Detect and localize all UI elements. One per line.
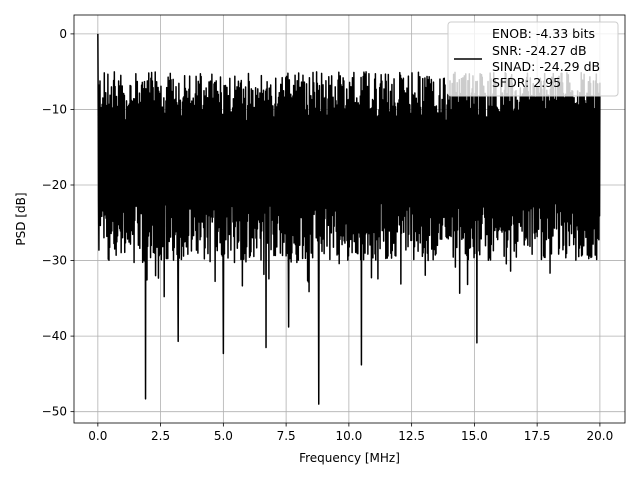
legend-sfdr: SFDR: 2.95 (492, 75, 561, 90)
y-tick-label: −40 (42, 329, 67, 343)
x-tick-label: 2.5 (151, 429, 170, 443)
x-tick-label: 10.0 (336, 429, 363, 443)
legend-snr: SNR: -24.27 dB (492, 43, 587, 58)
legend-sinad: SINAD: -24.29 dB (492, 59, 600, 74)
y-axis-label: PSD [dB] (14, 192, 28, 245)
x-tick-label: 0.0 (88, 429, 107, 443)
legend-box (447, 21, 619, 97)
y-tick-label: −30 (42, 254, 67, 268)
x-axis-label: Frequency [MHz] (299, 451, 400, 465)
y-tick-label: −50 (42, 405, 67, 419)
y-tick-label: −10 (42, 102, 67, 116)
x-tick-label: 20.0 (587, 429, 614, 443)
x-tick-label: 5.0 (214, 429, 233, 443)
axis-ticks: 0.0 2.5 5.0 7.5 10.0 12.5 15.0 17.5 20.0 0 −10 −20 −… (42, 27, 614, 443)
x-tick-label: 15.0 (461, 429, 488, 443)
legend: ENOB: -4.33 bits SNR: -24.27 dB SINAD: -… (447, 21, 619, 97)
y-tick-label: 0 (59, 27, 67, 41)
x-tick-label: 12.5 (398, 429, 425, 443)
y-tick-label: −20 (42, 178, 67, 192)
legend-enob: ENOB: -4.33 bits (492, 26, 595, 41)
x-tick-label: 7.5 (277, 429, 296, 443)
data-series (97, 33, 601, 405)
x-tick-label: 17.5 (524, 429, 551, 443)
plot-frame (73, 14, 626, 424)
psd-line (97, 33, 601, 405)
